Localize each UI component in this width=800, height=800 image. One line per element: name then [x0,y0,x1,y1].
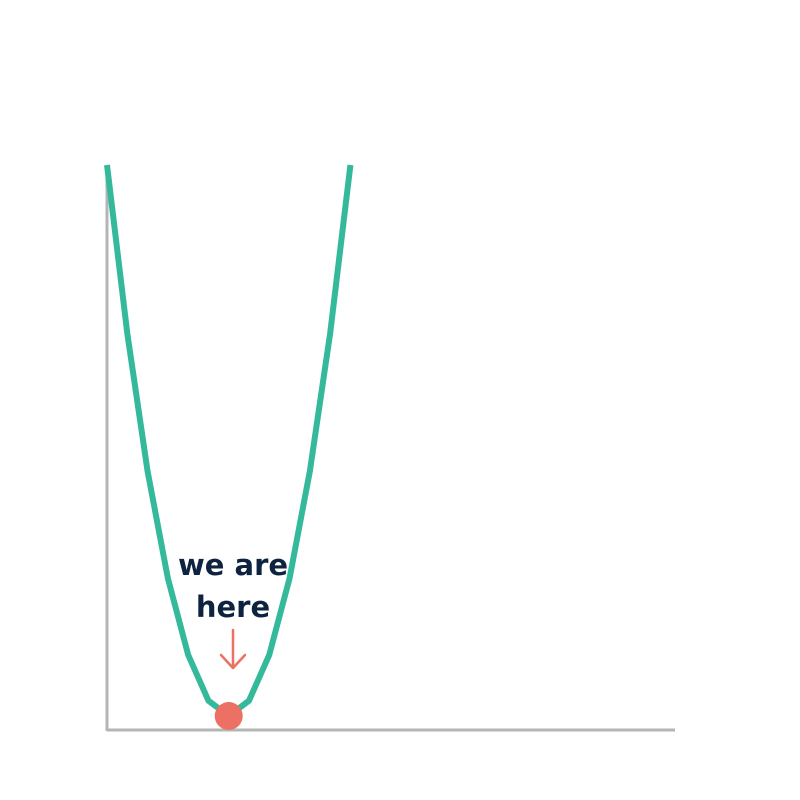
annotation-line-2: here [196,590,270,624]
series-line-1 [104,164,354,719]
arrow-head [219,653,247,670]
current-position-marker [214,702,243,730]
down-arrow-icon [219,628,247,670]
axes [105,165,675,732]
annotation-line-1: we are [178,548,288,582]
annotation: we are here [178,548,288,670]
series-layer [104,164,354,730]
